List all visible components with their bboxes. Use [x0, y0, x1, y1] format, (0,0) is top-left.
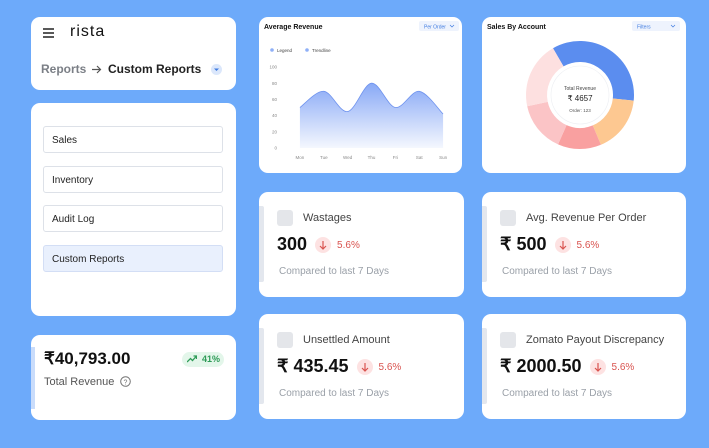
y-tick-label: 40: [272, 113, 278, 118]
y-tick-label: 80: [272, 81, 278, 86]
pie-slice: [553, 41, 634, 101]
kpi-note: Compared to last 7 Days: [502, 388, 613, 399]
checkbox[interactable]: [500, 210, 516, 226]
x-tick-label: Thu: [368, 155, 376, 160]
x-tick-label: Sat: [416, 155, 424, 160]
line: [299, 82, 444, 115]
y-tick-label: 20: [272, 129, 278, 134]
header-card: rista Reports Custom Reports: [31, 17, 236, 90]
chart-title: Sales By Account: [487, 24, 547, 31]
center-text: Total Revenue: [564, 86, 596, 92]
pie-slice: [558, 125, 601, 149]
kpi-change: 5.6%: [337, 240, 360, 251]
help-icon[interactable]: ?: [120, 376, 131, 387]
kpi-card: Wastages 300 5.6% Compared to last 7 Days: [259, 192, 464, 297]
dropdown-label: Filters: [637, 25, 651, 31]
x-tick-label: Tue: [320, 155, 328, 160]
checkbox[interactable]: [500, 332, 516, 348]
kpi-change: 5.6%: [611, 362, 635, 373]
kpi-note: Compared to last 7 Days: [279, 388, 390, 399]
y-tick-label: 60: [272, 97, 278, 102]
legend-label: Trendline: [312, 48, 331, 53]
pie-slice: [527, 101, 567, 145]
kpi-note: Compared to last 7 Days: [502, 266, 613, 277]
menu-card: Sales Inventory Audit Log Custom Reports: [31, 103, 236, 316]
svg-text:?: ?: [124, 379, 128, 386]
accent: [259, 328, 264, 404]
accent: [482, 206, 487, 282]
accent: [482, 328, 487, 404]
x-tick-label: Mon: [296, 155, 305, 160]
chart-title: Average Revenue: [264, 24, 323, 31]
dropdown-label: Per Order: [424, 25, 446, 31]
kpi-card: Avg. Revenue Per Order ₹ 500 5.6% Compared …: [482, 192, 686, 297]
legend-label: Legend: [277, 48, 293, 53]
logo: rista: [70, 23, 106, 40]
kpi-title: Unsettled Amount: [303, 334, 390, 346]
pie-slice: [592, 98, 634, 145]
dropdown-caret: [449, 24, 455, 28]
accent: [31, 347, 35, 409]
menu-item[interactable]: Inventory: [43, 165, 223, 193]
legend-dot: [305, 48, 309, 52]
kpi-value: ₹ 435.45: [277, 356, 349, 376]
dropdown-caret: [670, 24, 676, 28]
accent: [259, 206, 264, 282]
revenue-label: Total Revenue: [44, 376, 115, 388]
x-tick-label: Wed: [343, 155, 353, 160]
center-text: ₹ 4657: [567, 94, 593, 103]
down-icon: [589, 359, 606, 375]
kpi-change: 5.6%: [576, 240, 600, 251]
kpi-card: Zomato Payout Discrepancy ₹ 2000.50 5.6% Co…: [482, 314, 686, 419]
y-tick-label: 0: [274, 146, 277, 151]
menu-item[interactable]: Sales: [43, 126, 223, 153]
dropdown[interactable]: [632, 21, 680, 31]
breadcrumb-current: Custom Reports: [108, 62, 202, 76]
arrow-icon: [92, 65, 102, 74]
kpi-value: ₹ 2000.50: [500, 356, 582, 376]
menu-item[interactable]: Audit Log: [43, 205, 223, 232]
kpi-card: Unsettled Amount ₹ 435.45 5.6% Compared to …: [259, 314, 464, 419]
down-icon: [554, 237, 571, 253]
x-tick-label: Fri: [393, 155, 398, 160]
change-badge: 41%: [182, 352, 224, 367]
pie-slice: [526, 48, 564, 107]
kpi-value: ₹ 500: [500, 234, 547, 254]
change-text: 41%: [201, 354, 220, 364]
revenue-amount: ₹40,793.00: [44, 349, 131, 368]
center-text: Order: 123: [569, 108, 591, 113]
dropdown-icon[interactable]: [211, 64, 222, 75]
revenue-card: ₹40,793.00 41% Total Revenue ?: [31, 335, 236, 420]
kpi-title: Wastages: [303, 212, 352, 224]
legend-dot: [270, 48, 274, 52]
kpi-title: Zomato Payout Discrepancy: [526, 334, 665, 346]
kpi-value: 300: [277, 234, 308, 254]
checkbox[interactable]: [277, 210, 293, 226]
area: [299, 83, 444, 148]
x-tick-label: Sun: [439, 155, 448, 160]
donut-hole: [550, 65, 610, 125]
menu-item[interactable]: Custom Reports: [43, 244, 223, 272]
dropdown[interactable]: [419, 21, 459, 31]
breadcrumb[interactable]: Reports: [41, 62, 87, 76]
kpi-change: 5.6%: [378, 362, 402, 373]
kpi-note: Compared to last 7 Days: [279, 266, 390, 277]
down-icon: [315, 237, 332, 253]
y-tick-label: 100: [269, 65, 277, 70]
checkbox[interactable]: [277, 332, 293, 348]
down-icon: [356, 359, 373, 375]
kpi-title: Avg. Revenue Per Order: [526, 212, 647, 224]
menu-icon[interactable]: [43, 28, 55, 38]
